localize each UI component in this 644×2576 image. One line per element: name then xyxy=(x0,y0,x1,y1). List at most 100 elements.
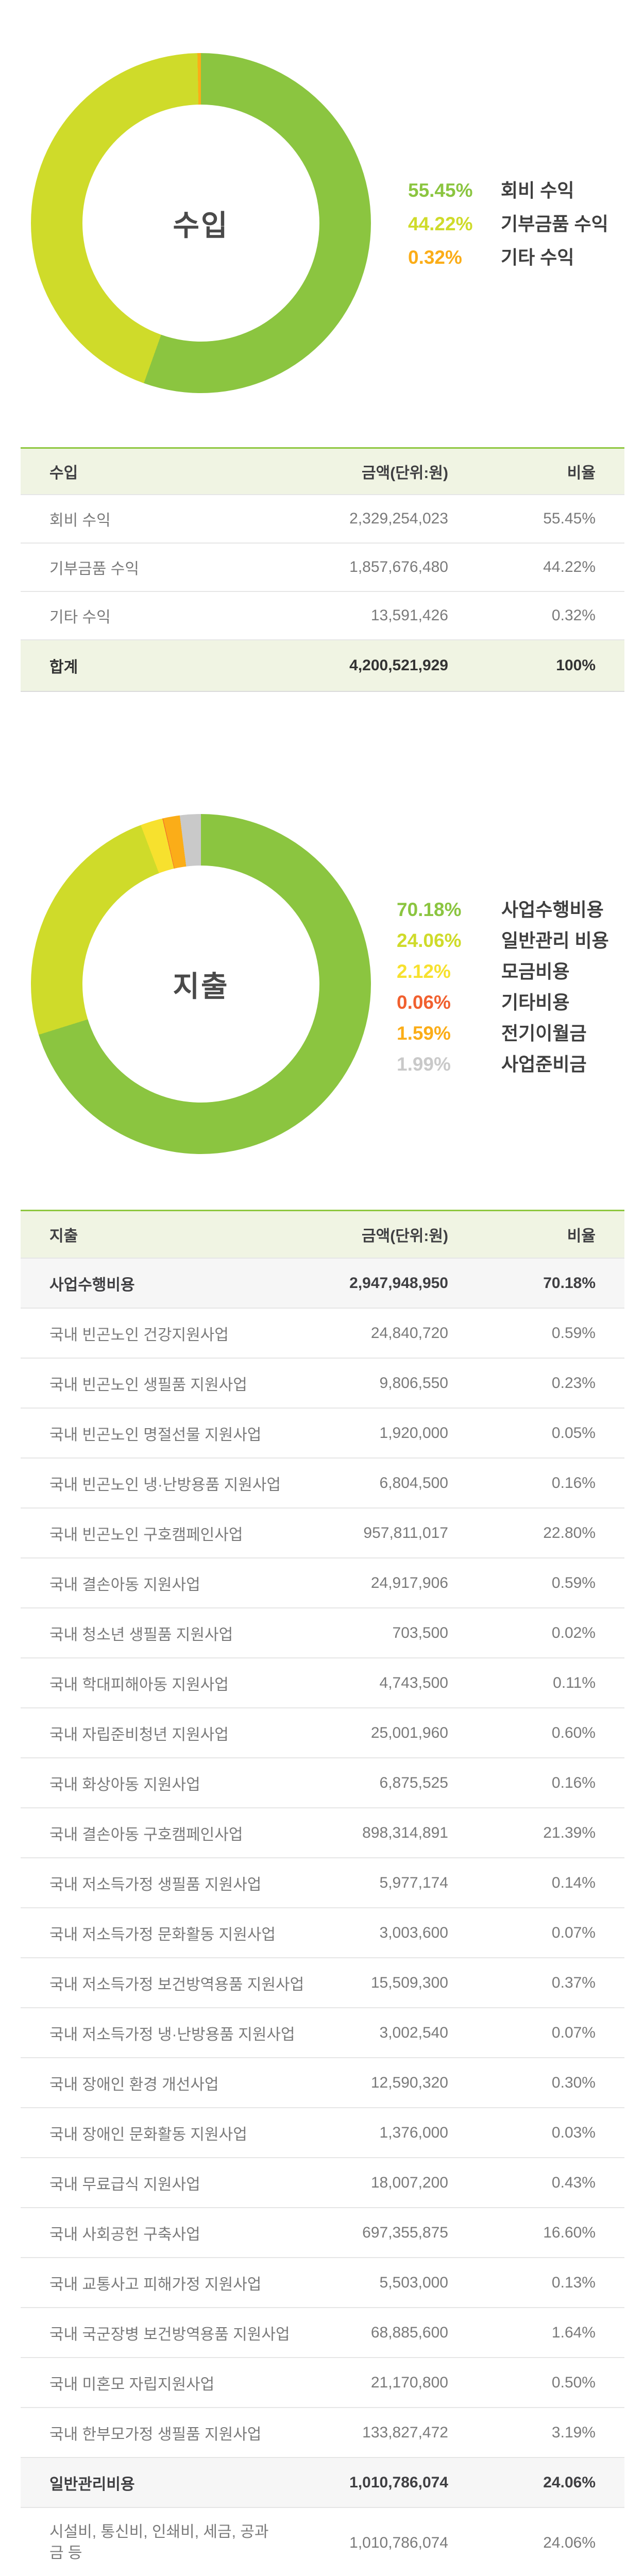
row-amount: 금액(단위:원) xyxy=(362,465,448,482)
legend-label: 회비 수익 xyxy=(501,180,574,201)
table-row: 국내 미혼모 자립지원사업 21,170,800 0.50% xyxy=(21,2357,624,2407)
table-row: 국내 빈곤노인 명절선물 지원사업 1,920,000 0.05% xyxy=(21,1408,624,1458)
row-label: 국내 청소년 생필품 지원사업 xyxy=(49,1626,233,1643)
row-amount: 957,811,017 xyxy=(363,1524,448,1541)
table-total-row: 합계 4,200,521,929 100% xyxy=(21,639,624,691)
legend-percent: 70.18% xyxy=(397,899,462,920)
row-label: 국내 저소득가정 냉·난방용품 지원사업 xyxy=(49,2026,295,2043)
legend-percent: 44.22% xyxy=(408,213,473,234)
row-amount: 24,840,720 xyxy=(370,1324,448,1342)
row-percent: 1.64% xyxy=(551,2324,596,2341)
row-percent: 0.37% xyxy=(551,1974,596,1991)
row-amount: 1,376,000 xyxy=(379,2124,448,2141)
row-amount: 4,200,521,929 xyxy=(349,657,448,674)
legend-label: 기타 수익 xyxy=(501,247,574,268)
row-amount: 1,857,676,480 xyxy=(349,558,448,575)
income-legend: 55.45% 회비 수익 44.22% 기부금품 수익 0.32% 기타 수익 xyxy=(408,176,608,276)
row-label: 국내 교통사고 피해가정 지원사업 xyxy=(49,2276,262,2293)
legend-item: 1.59% 전기이월금 xyxy=(397,1019,609,1049)
table-row: 일반관리비용 1,010,786,074 24.06% xyxy=(21,2457,624,2507)
row-amount: 15,509,300 xyxy=(370,1974,448,1991)
row-amount: 68,885,600 xyxy=(370,2324,448,2341)
row-label: 시설비, 통신비, 인쇄비, 세금, 공과금 등 xyxy=(49,2523,269,2562)
row-percent: 비율 xyxy=(567,465,596,482)
table-row: 국내 빈곤노인 냉·난방용품 지원사업 6,804,500 0.16% xyxy=(21,1458,624,1507)
legend-label: 사업준비금 xyxy=(501,1054,587,1075)
table-row: 국내 무료급식 지원사업 18,007,200 0.43% xyxy=(21,2157,624,2207)
row-percent: 24.06% xyxy=(543,2473,596,2491)
income-donut-chart: 수입 xyxy=(31,53,371,393)
row-percent: 0.07% xyxy=(551,1924,596,1941)
table-row: 국내 빈곤노인 생필품 지원사업 9,806,550 0.23% xyxy=(21,1358,624,1408)
row-percent: 24.06% xyxy=(543,2534,596,2551)
row-percent: 0.16% xyxy=(551,1474,596,1492)
row-label: 국내 빈곤노인 건강지원사업 xyxy=(49,1326,229,1344)
table-row: 국내 장애인 환경 개선사업 12,590,320 0.30% xyxy=(21,2057,624,2107)
row-label: 국내 빈곤노인 구호캠페인사업 xyxy=(49,1526,243,1544)
table-row: 국내 빈곤노인 구호캠페인사업 957,811,017 22.80% xyxy=(21,1507,624,1557)
row-label: 국내 저소득가정 보건방역용품 지원사업 xyxy=(49,1976,304,1993)
row-amount: 2,947,948,950 xyxy=(349,1274,448,1292)
row-amount: 1,010,786,074 xyxy=(349,2534,448,2551)
row-amount: 13,591,426 xyxy=(370,607,448,624)
row-amount: 3,003,600 xyxy=(379,1924,448,1941)
row-percent: 0.60% xyxy=(551,1724,596,1741)
legend-percent: 1.99% xyxy=(397,1054,451,1075)
row-percent: 0.05% xyxy=(551,1424,596,1442)
row-label: 국내 저소득가정 문화활동 지원사업 xyxy=(49,1926,276,1943)
row-amount: 9,806,550 xyxy=(379,1374,448,1392)
row-amount: 25,001,960 xyxy=(370,1724,448,1741)
row-percent: 0.32% xyxy=(551,607,596,624)
row-label: 회비 수익 xyxy=(49,512,111,529)
table-row: 국내 사회공헌 구축사업 697,355,875 16.60% xyxy=(21,2207,624,2257)
row-label: 기부금품 수익 xyxy=(49,561,139,578)
row-percent: 0.30% xyxy=(551,2074,596,2091)
table-row: 사업수행비용 2,947,948,950 70.18% xyxy=(21,1258,624,1308)
legend-label: 전기이월금 xyxy=(501,1023,587,1044)
row-percent: 3.19% xyxy=(551,2424,596,2441)
table-row: 국내 국군장병 보건방역용품 지원사업 68,885,600 1.64% xyxy=(21,2307,624,2357)
row-percent: 0.11% xyxy=(553,1674,596,1691)
row-label: 지출 xyxy=(49,1228,78,1245)
table-row: 국내 한부모가정 생필품 지원사업 133,827,472 3.19% xyxy=(21,2407,624,2457)
row-amount: 697,355,875 xyxy=(362,2224,448,2241)
income-donut-hole xyxy=(82,105,319,342)
row-amount: 3,002,540 xyxy=(379,2024,448,2041)
row-label: 국내 저소득가정 생필품 지원사업 xyxy=(49,1876,262,1893)
row-amount: 1,010,786,074 xyxy=(349,2473,448,2491)
row-label: 국내 결손아동 구호캠페인사업 xyxy=(49,1826,243,1843)
table-row: 기타 수익 13,591,426 0.32% xyxy=(21,591,624,639)
row-percent: 55.45% xyxy=(543,510,596,527)
row-label: 국내 무료급식 지원사업 xyxy=(49,2176,200,2193)
row-label: 국내 미혼모 자립지원사업 xyxy=(49,2376,215,2393)
table-row: 국내 저소득가정 문화활동 지원사업 3,003,600 0.07% xyxy=(21,1907,624,1957)
row-amount: 898,314,891 xyxy=(362,1824,448,1841)
legend-item: 1.99% 사업준비금 xyxy=(397,1049,609,1080)
row-label: 국내 빈곤노인 명절선물 지원사업 xyxy=(49,1426,262,1444)
table-header-row: 수입 금액(단위:원) 비율 xyxy=(21,449,624,494)
row-amount: 18,007,200 xyxy=(370,2174,448,2191)
legend-item: 2.12% 모금비용 xyxy=(397,957,609,988)
row-label: 국내 국군장병 보건방역용품 지원사업 xyxy=(49,2326,290,2343)
legend-label: 모금비용 xyxy=(501,961,570,982)
legend-item: 0.06% 기타비용 xyxy=(397,988,609,1019)
legend-percent: 1.59% xyxy=(397,1023,451,1044)
row-label: 국내 화상아동 지원사업 xyxy=(49,1776,200,1793)
row-amount: 2,329,254,023 xyxy=(349,510,448,527)
legend-percent: 55.45% xyxy=(408,180,473,201)
row-label: 국내 결손아동 지원사업 xyxy=(49,1576,200,1594)
row-amount: 금액(단위:원) xyxy=(362,1228,448,1245)
income-table: 수입 금액(단위:원) 비율 회비 수익 2,329,254,023 55.45… xyxy=(21,447,624,692)
row-amount: 6,804,500 xyxy=(379,1474,448,1492)
legend-item: 55.45% 회비 수익 xyxy=(408,176,608,209)
row-amount: 21,170,800 xyxy=(370,2374,448,2391)
table-row: 국내 학대피해아동 지원사업 4,743,500 0.11% xyxy=(21,1657,624,1707)
row-percent: 70.18% xyxy=(543,1274,596,1292)
legend-percent: 0.06% xyxy=(397,992,451,1013)
table-row: 국내 빈곤노인 건강지원사업 24,840,720 0.59% xyxy=(21,1308,624,1358)
row-label: 사업수행비용 xyxy=(49,1276,135,1294)
row-amount: 5,977,174 xyxy=(379,1874,448,1891)
row-label: 기타 수익 xyxy=(49,609,111,626)
expense-donut-hole xyxy=(82,866,319,1103)
